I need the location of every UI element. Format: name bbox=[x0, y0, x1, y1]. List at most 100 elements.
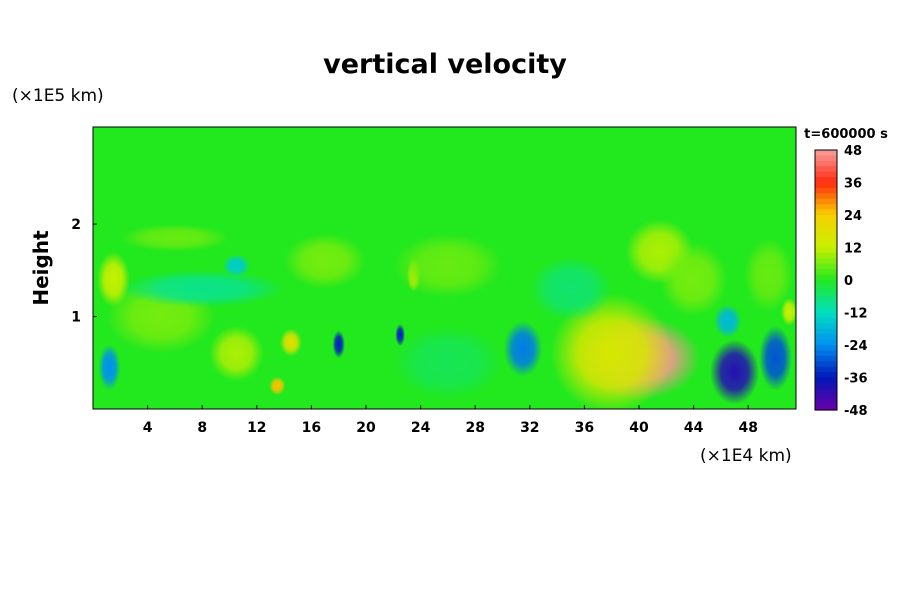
colorbar-tick-label: -12 bbox=[844, 307, 868, 322]
velocity-feature bbox=[222, 254, 250, 277]
colorbar-band bbox=[815, 150, 837, 157]
velocity-feature bbox=[393, 325, 503, 400]
x-tick-label: 4 bbox=[143, 420, 153, 436]
field-blobs bbox=[97, 219, 796, 409]
colorbar-tick-label: -24 bbox=[844, 339, 868, 354]
colorbar-band bbox=[815, 307, 837, 314]
colorbar-band bbox=[815, 350, 837, 357]
colorbar-band bbox=[815, 252, 837, 259]
colorbar-band bbox=[815, 187, 837, 194]
colorbar-band bbox=[815, 204, 837, 211]
velocity-feature bbox=[659, 242, 728, 317]
x-tick-label: 44 bbox=[684, 420, 704, 436]
velocity-feature bbox=[550, 293, 674, 409]
colorbar-band bbox=[815, 155, 837, 162]
velocity-feature bbox=[714, 304, 742, 338]
colorbar-band bbox=[815, 247, 837, 254]
velocity-feature bbox=[120, 270, 285, 308]
colorbar-tick-label: 48 bbox=[844, 144, 862, 159]
colorbar-band bbox=[815, 382, 837, 389]
colorbar-band bbox=[815, 361, 837, 368]
colorbar-band bbox=[815, 269, 837, 276]
colorbar-band bbox=[815, 220, 837, 227]
x-tick-label: 36 bbox=[575, 420, 594, 436]
colorbar-band bbox=[815, 242, 837, 249]
velocity-feature bbox=[97, 251, 130, 308]
colorbar-band bbox=[815, 177, 837, 184]
x-tick-label: 40 bbox=[629, 420, 649, 436]
colorbar-band bbox=[815, 225, 837, 232]
velocity-feature bbox=[280, 328, 302, 357]
colorbar-band bbox=[815, 317, 837, 324]
colorbar-band bbox=[815, 296, 837, 303]
colorbar-band bbox=[815, 323, 837, 330]
x-axis-ticks: 4 8 12 16 20 24 28 32 36 40 44 48 bbox=[143, 405, 758, 436]
velocity-feature bbox=[710, 339, 760, 405]
x-tick-label: 48 bbox=[738, 420, 757, 436]
colorbar-band bbox=[815, 372, 837, 379]
colorbar-band bbox=[815, 404, 837, 411]
velocity-feature bbox=[395, 323, 405, 347]
colorbar-band bbox=[815, 388, 837, 395]
velocity-feature bbox=[209, 325, 264, 382]
velocity-feature bbox=[780, 298, 796, 326]
colorbar-band bbox=[815, 399, 837, 406]
colorbar-band bbox=[815, 215, 837, 222]
y-axis-ticks: 12 bbox=[71, 217, 97, 326]
time-label: t=600000 s bbox=[804, 127, 888, 142]
velocity-feature bbox=[284, 233, 367, 289]
velocity-feature bbox=[393, 233, 503, 299]
colorbar-band bbox=[815, 377, 837, 384]
y-tick-label: 1 bbox=[71, 310, 81, 326]
colorbar-band bbox=[815, 366, 837, 373]
y-unit-label: (×1E5 km) bbox=[12, 86, 104, 106]
velocity-feature bbox=[503, 321, 543, 377]
velocity-feature bbox=[120, 224, 230, 252]
colorbar-band bbox=[815, 301, 837, 308]
x-tick-label: 28 bbox=[465, 420, 484, 436]
colorbar-tick-label: -48 bbox=[844, 404, 868, 419]
velocity-feature bbox=[269, 376, 286, 396]
x-tick-label: 12 bbox=[247, 420, 266, 436]
colorbar-band bbox=[815, 393, 837, 400]
colorbar-tick-label: 24 bbox=[844, 209, 862, 224]
colorbar-band bbox=[815, 198, 837, 205]
colorbar-band bbox=[815, 193, 837, 200]
x-tick-label: 24 bbox=[411, 420, 431, 436]
colorbar-band bbox=[815, 274, 837, 281]
colorbar-band bbox=[815, 182, 837, 189]
colorbar-band bbox=[815, 209, 837, 216]
colorbar-band bbox=[815, 258, 837, 265]
x-tick-label: 16 bbox=[302, 420, 321, 436]
colorbar-band bbox=[815, 236, 837, 243]
velocity-feature bbox=[332, 330, 345, 359]
colorbar-band bbox=[815, 160, 837, 167]
velocity-field bbox=[97, 219, 796, 409]
colorbar-band bbox=[815, 334, 837, 341]
colorbar-tick-label: 0 bbox=[844, 274, 853, 289]
colorbar-band bbox=[815, 290, 837, 297]
colorbar-band bbox=[815, 328, 837, 335]
colorbar-band bbox=[815, 339, 837, 346]
y-tick-label: 2 bbox=[71, 217, 81, 233]
x-tick-label: 32 bbox=[520, 420, 539, 436]
colorbar-band bbox=[815, 263, 837, 270]
colorbar-tick-label: 12 bbox=[844, 242, 862, 257]
colorbar-ticks: 48 36 24 12 0 -12 -24 -36 -48 bbox=[844, 144, 868, 419]
colorbar bbox=[815, 150, 837, 411]
colorbar-tick-label: -36 bbox=[844, 372, 868, 387]
colorbar-band bbox=[815, 280, 837, 287]
velocity-feature bbox=[529, 256, 612, 322]
colorbar-band bbox=[815, 355, 837, 362]
chart-title: vertical velocity bbox=[323, 49, 567, 80]
colorbar-frame bbox=[814, 149, 838, 411]
velocity-feature bbox=[759, 325, 792, 391]
colorbar-band bbox=[815, 171, 837, 178]
velocity-feature bbox=[98, 344, 121, 391]
colorbar-band bbox=[815, 166, 837, 173]
velocity-feature bbox=[744, 237, 794, 312]
x-unit-label: (×1E4 km) bbox=[700, 446, 792, 466]
colorbar-tick-label: 36 bbox=[844, 177, 862, 192]
colorbar-band bbox=[815, 231, 837, 238]
